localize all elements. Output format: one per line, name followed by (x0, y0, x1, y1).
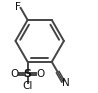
Text: O: O (36, 69, 44, 79)
Text: S: S (24, 69, 32, 79)
Text: O: O (11, 69, 19, 79)
Text: Cl: Cl (22, 81, 33, 91)
Text: N: N (62, 78, 70, 88)
Text: F: F (15, 2, 21, 12)
